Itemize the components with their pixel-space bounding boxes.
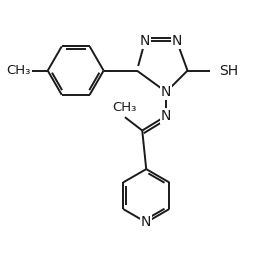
Text: CH₃: CH₃ bbox=[113, 101, 137, 114]
Text: N: N bbox=[141, 215, 152, 229]
Text: N: N bbox=[172, 34, 182, 48]
Text: CH₃: CH₃ bbox=[6, 64, 30, 77]
Text: N: N bbox=[161, 85, 171, 99]
Text: N: N bbox=[161, 109, 171, 123]
Text: N: N bbox=[140, 34, 150, 48]
Text: SH: SH bbox=[220, 63, 239, 78]
